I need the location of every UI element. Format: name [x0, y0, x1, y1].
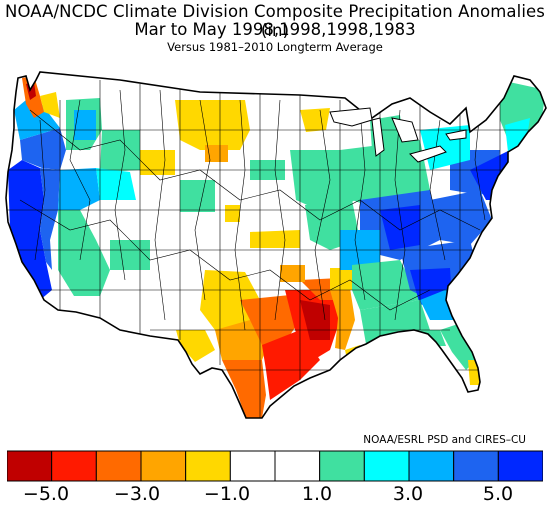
colorbar-swatch: [319, 450, 365, 482]
colorbar-swatch: [453, 450, 499, 482]
colorbar-swatch: [408, 450, 455, 482]
colorbar-swatch: [7, 450, 53, 482]
colorbar-swatch: [497, 450, 543, 482]
colorbar-tick-label: −3.0: [113, 483, 161, 505]
colorbar-tick-label: −5.0: [22, 483, 70, 505]
colorbar-tick-label: 3.0: [392, 483, 424, 505]
us-precipitation-anomaly-map: [5, 71, 547, 419]
map-baseline-note: Versus 1981–2010 Longterm Average: [167, 40, 383, 54]
colorbar-swatch: [363, 450, 410, 482]
colorbar-tick-label: 1.0: [301, 483, 333, 505]
colorbar-swatch: [140, 450, 187, 482]
colorbar-tick-label: 5.0: [482, 483, 514, 505]
colorbar-swatch: [185, 450, 231, 482]
map-title: NOAA/NCDC Climate Division Composite Pre…: [5, 2, 545, 40]
colorbar-tick-label: −1.0: [203, 483, 251, 505]
map-subtitle: Mar to May 1998,1998,1998,1983: [134, 20, 416, 39]
colorbar-swatch: [51, 450, 97, 482]
colorbar-swatch: [229, 450, 276, 482]
data-credit: NOAA/ESRL PSD and CIRES–CU: [363, 434, 526, 446]
colorbar-swatch: [274, 450, 321, 482]
colorbar-swatch: [95, 450, 142, 482]
colorbar: [7, 450, 543, 482]
